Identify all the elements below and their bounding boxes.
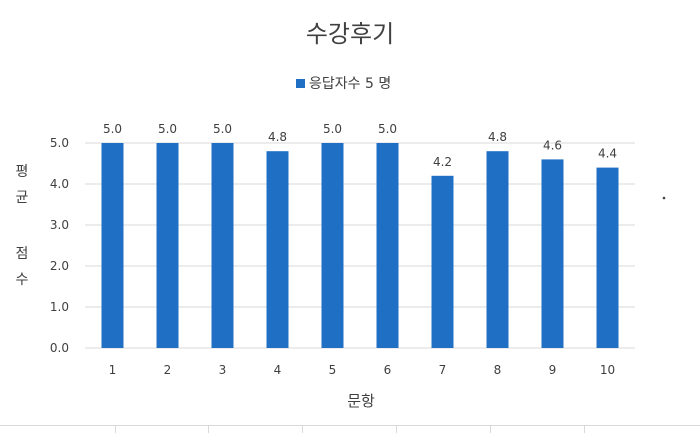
- bottom-divider: [115, 426, 116, 433]
- stray-dot: [662, 196, 666, 200]
- x-tick-label: 7: [439, 363, 447, 377]
- y-axis-tick-labels: 0.0 1.0 2.0 3.0 4.0 5.0: [50, 136, 69, 355]
- data-label: 4.6: [543, 138, 562, 152]
- data-label: 5.0: [213, 122, 232, 136]
- x-tick-label: 3: [219, 363, 227, 377]
- bar: [376, 143, 399, 348]
- bar: [321, 143, 344, 348]
- x-tick-label: 6: [384, 363, 392, 377]
- bottom-divider: [396, 426, 397, 433]
- y-tick-label: 3.0: [50, 218, 69, 232]
- data-label: 4.8: [488, 130, 507, 144]
- data-label: 4.2: [433, 155, 452, 169]
- x-tick-label: 4: [274, 363, 282, 377]
- bar: [156, 143, 179, 348]
- y-tick-label: 0.0: [50, 341, 69, 355]
- bar: [541, 159, 564, 348]
- chart-title: 수강후기: [306, 20, 394, 48]
- y-tick-label: 1.0: [50, 300, 69, 314]
- bar: [431, 175, 454, 348]
- data-label: 5.0: [378, 122, 397, 136]
- data-label: 4.8: [268, 130, 287, 144]
- legend-label: 응답자수 5 명: [309, 76, 391, 92]
- x-tick-label: 9: [549, 363, 557, 377]
- bottom-divider: [584, 426, 585, 433]
- x-axis-tick-labels: 1 2 3 4 5 6 7 8 9 10: [109, 363, 615, 377]
- x-tick-label: 8: [494, 363, 502, 377]
- x-axis-label: 문항: [347, 392, 375, 410]
- x-tick-label: 10: [600, 363, 615, 377]
- bottom-divider: [208, 426, 209, 433]
- legend-swatch: [296, 79, 305, 88]
- data-label: 5.0: [103, 122, 122, 136]
- data-labels: 5.0 5.0 5.0 4.8 5.0 5.0 4.2 4.8 4.6 4.4: [103, 122, 617, 169]
- bottom-divider: [302, 426, 303, 433]
- data-label: 5.0: [323, 122, 342, 136]
- y-tick-label: 5.0: [50, 136, 69, 150]
- x-tick-label: 5: [329, 363, 337, 377]
- x-tick-label: 1: [109, 363, 117, 377]
- x-tick-label: 2: [164, 363, 172, 377]
- y-tick-label: 4.0: [50, 177, 69, 191]
- bottom-gridline-strip: [0, 425, 700, 433]
- bar: [596, 167, 619, 348]
- bar: [486, 151, 509, 348]
- bar: [101, 143, 124, 348]
- bar: [211, 143, 234, 348]
- bar: [266, 151, 289, 348]
- bottom-divider: [490, 426, 491, 433]
- bars: [101, 143, 619, 348]
- data-label: 4.4: [598, 147, 617, 161]
- y-tick-label: 2.0: [50, 259, 69, 273]
- data-label: 5.0: [158, 122, 177, 136]
